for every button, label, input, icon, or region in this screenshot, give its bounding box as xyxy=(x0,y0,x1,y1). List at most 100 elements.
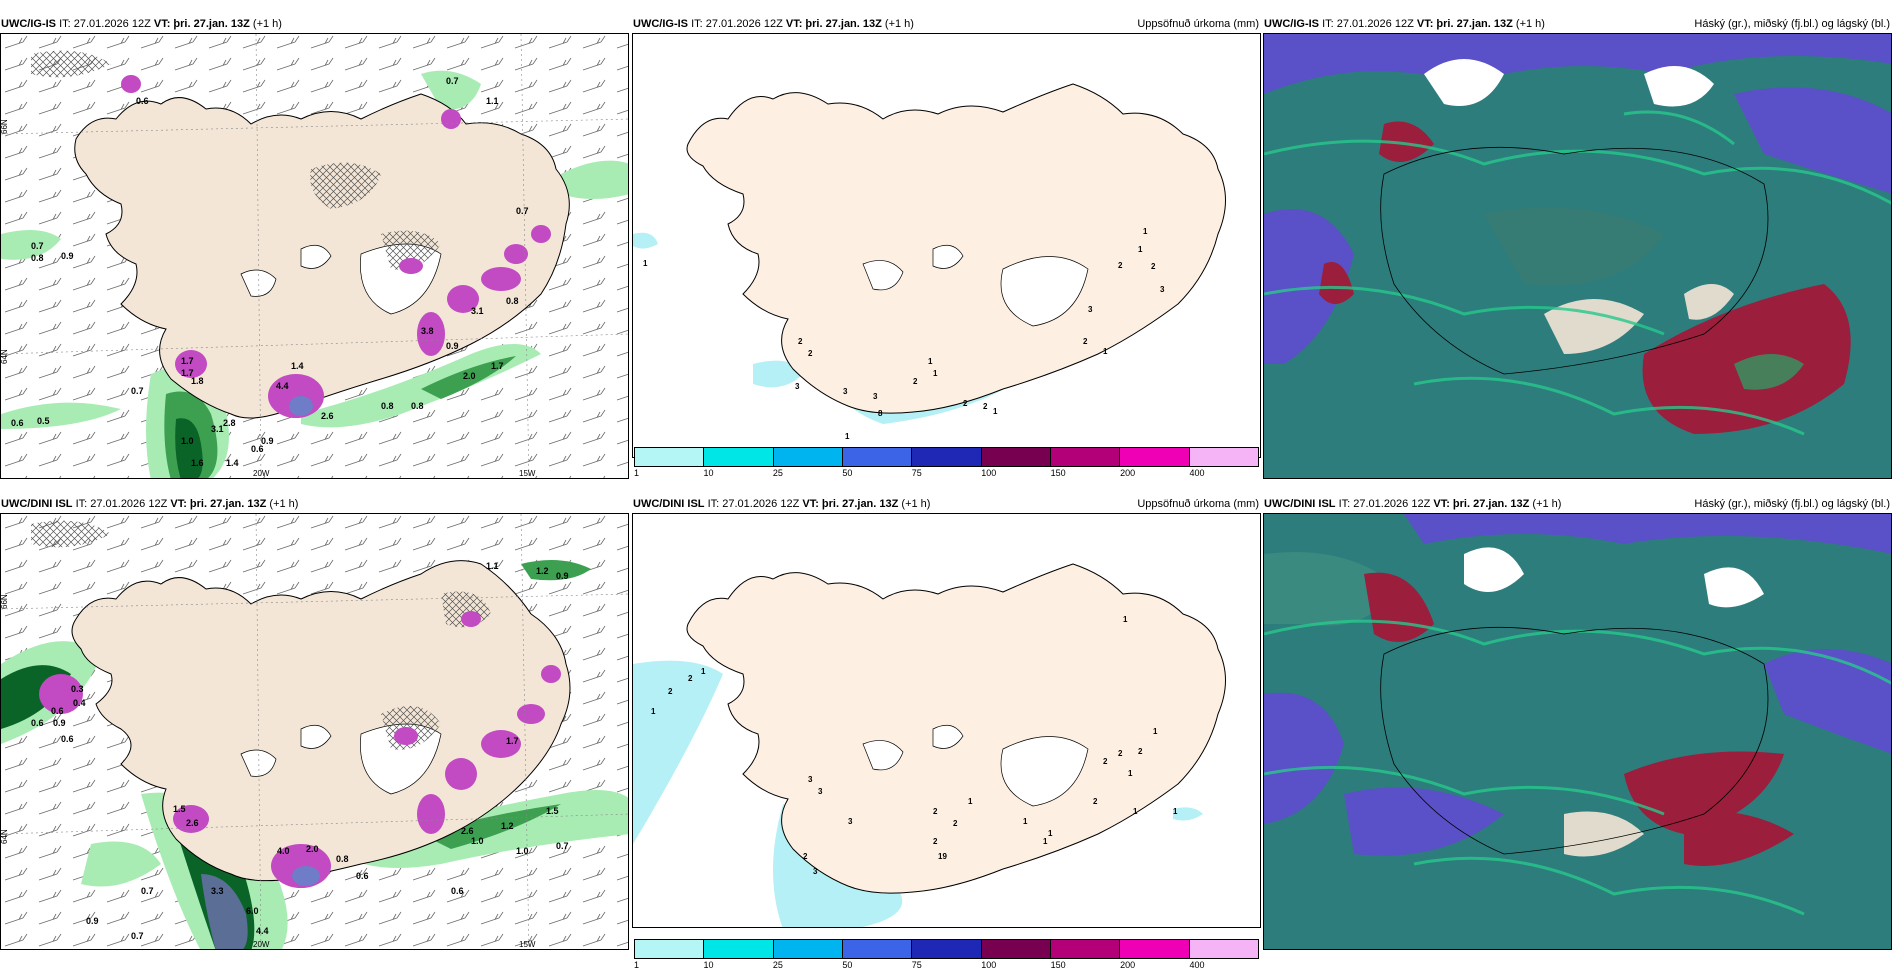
svg-text:1: 1 xyxy=(1123,615,1128,624)
lat-label-64: 64N xyxy=(1,349,9,364)
svg-text:0.7: 0.7 xyxy=(446,76,459,86)
svg-text:2: 2 xyxy=(1103,757,1108,766)
low-cloud-contours xyxy=(1264,110,1891,436)
svg-text:1: 1 xyxy=(1103,347,1108,356)
svg-text:1: 1 xyxy=(651,707,656,716)
svg-text:2: 2 xyxy=(913,377,918,386)
svg-text:2.6: 2.6 xyxy=(461,826,474,836)
svg-text:1.0: 1.0 xyxy=(516,846,529,856)
colorbar-swatch xyxy=(704,448,774,466)
svg-text:2: 2 xyxy=(983,402,988,411)
colorbar-swatch xyxy=(773,940,843,958)
colorbar-swatch xyxy=(1050,448,1121,466)
svg-text:0.8: 0.8 xyxy=(336,854,349,864)
colorbar-swatch xyxy=(1189,448,1258,466)
colorbar-swatch xyxy=(635,448,705,466)
svg-text:1.5: 1.5 xyxy=(173,804,186,814)
svg-text:1: 1 xyxy=(701,667,706,676)
map-panel-bottom-middle: UWC/DINI ISL IT: 27.01.2026 12Z VT: þri.… xyxy=(632,492,1261,970)
colorbar-tick-label: 25 xyxy=(772,960,783,970)
svg-text:1.7: 1.7 xyxy=(181,368,194,378)
svg-text:2: 2 xyxy=(668,687,673,696)
svg-text:1.4: 1.4 xyxy=(226,458,239,468)
lon-label-15w: 15W xyxy=(519,940,536,949)
svg-text:1.7: 1.7 xyxy=(491,361,504,371)
svg-text:3: 3 xyxy=(843,387,848,396)
svg-text:2: 2 xyxy=(803,852,808,861)
map-panel-top-middle: UWC/IG-IS IT: 27.01.2026 12Z VT: þri. 27… xyxy=(632,12,1261,478)
svg-text:0.9: 0.9 xyxy=(261,436,274,446)
svg-text:2: 2 xyxy=(933,837,938,846)
colorbar-swatch xyxy=(1120,448,1190,466)
svg-text:1.5: 1.5 xyxy=(546,806,559,816)
colorbar-swatch xyxy=(842,940,913,958)
svg-text:1: 1 xyxy=(1133,807,1138,816)
map-panel-top-right: UWC/IG-IS IT: 27.01.2026 12Z VT: þri. 27… xyxy=(1263,12,1892,479)
svg-text:0.3: 0.3 xyxy=(71,684,84,694)
colorbar-swatch xyxy=(912,940,982,958)
colorbar-tick-label: 1 xyxy=(634,468,640,478)
svg-text:3.1: 3.1 xyxy=(211,424,224,434)
colorbar-swatch xyxy=(773,448,843,466)
svg-text:0.7: 0.7 xyxy=(141,886,154,896)
panel-header: UWC/IG-IS IT: 27.01.2026 12Z VT: þri. 27… xyxy=(633,18,914,30)
svg-text:0.7: 0.7 xyxy=(31,241,44,251)
colorbar-ticks: 1 10 25 50 75 100 150 200 400 xyxy=(634,959,1259,971)
map-panel-bottom-left: UWC/DINI ISL IT: 27.01.2026 12Z VT: þri.… xyxy=(0,492,629,950)
svg-text:6.0: 6.0 xyxy=(246,906,259,916)
svg-text:0.7: 0.7 xyxy=(131,386,144,396)
colorbar-tick-label: 50 xyxy=(842,960,853,970)
panel-header: UWC/IG-IS IT: 27.01.2026 12Z VT: þri. 27… xyxy=(1,18,282,30)
svg-text:3: 3 xyxy=(808,775,813,784)
svg-text:2: 2 xyxy=(1118,261,1123,270)
svg-text:19: 19 xyxy=(938,852,947,861)
colorbar-swatch xyxy=(1050,940,1121,958)
colorbar-swatch xyxy=(981,940,1051,958)
colorbar-swatches xyxy=(634,447,1259,467)
map-frame xyxy=(1263,33,1892,479)
colorbar-tick-label: 50 xyxy=(842,468,853,478)
svg-text:0.9: 0.9 xyxy=(61,251,74,261)
colorbar-tick-label: 100 xyxy=(981,468,997,478)
svg-text:1.1: 1.1 xyxy=(486,561,499,571)
svg-text:0.5: 0.5 xyxy=(37,416,50,426)
colorbar-tick-label: 100 xyxy=(981,960,997,970)
svg-text:3: 3 xyxy=(873,392,878,401)
map-frame: 1 2 2 3 1 2 2 3 2 1 2 8 1 2 3 1 3 2 1 1 xyxy=(632,33,1261,458)
colorbar-tick-label: 10 xyxy=(703,468,714,478)
svg-text:1: 1 xyxy=(1048,829,1053,838)
svg-text:4.4: 4.4 xyxy=(276,381,289,391)
svg-text:0.6: 0.6 xyxy=(451,886,464,896)
precip-colorbar: 1 10 25 50 75 100 150 200 400 xyxy=(634,447,1259,481)
convective-cells xyxy=(121,75,551,418)
svg-text:0.8: 0.8 xyxy=(31,253,44,263)
svg-text:1: 1 xyxy=(845,432,850,441)
svg-text:0.6: 0.6 xyxy=(51,706,64,716)
svg-text:1.0: 1.0 xyxy=(471,836,484,846)
colorbar-ticks: 1 10 25 50 75 100 150 200 400 xyxy=(634,467,1259,479)
svg-text:1: 1 xyxy=(928,357,933,366)
svg-text:1: 1 xyxy=(1043,837,1048,846)
svg-text:2.6: 2.6 xyxy=(321,411,334,421)
svg-text:1.7: 1.7 xyxy=(506,736,519,746)
precip-value-labels: 1 2 2 3 1 2 2 3 2 1 2 8 1 2 3 1 3 2 1 1 xyxy=(643,227,1165,441)
svg-text:0.9: 0.9 xyxy=(556,571,569,581)
svg-text:1: 1 xyxy=(1173,807,1178,816)
svg-text:2: 2 xyxy=(953,819,958,828)
svg-text:1.0: 1.0 xyxy=(181,436,194,446)
precip-value-labels: 1 2 2 1 3 3 3 2 2 2 1 1 2 2 2 1 1 1 1 2 xyxy=(651,615,1178,876)
colorbar-swatch xyxy=(981,448,1051,466)
rain-value-labels: 1.1 0.9 1.2 0.3 0.4 0.6 0.6 0.9 0.6 1.5 … xyxy=(31,561,569,941)
svg-text:2: 2 xyxy=(1118,749,1123,758)
svg-text:1: 1 xyxy=(1023,817,1028,826)
svg-text:0.9: 0.9 xyxy=(86,916,99,926)
svg-text:3: 3 xyxy=(818,787,823,796)
svg-text:3.1: 3.1 xyxy=(471,306,484,316)
lat-label-64: 64N xyxy=(1,829,9,844)
lon-label-20w: 20W xyxy=(253,469,270,478)
svg-text:2.8: 2.8 xyxy=(223,418,236,428)
svg-text:0.7: 0.7 xyxy=(516,206,529,216)
svg-text:1.2: 1.2 xyxy=(536,566,549,576)
svg-text:1.2: 1.2 xyxy=(501,821,514,831)
map-panel-top-left: UWC/IG-IS IT: 27.01.2026 12Z VT: þri. 27… xyxy=(0,12,629,479)
